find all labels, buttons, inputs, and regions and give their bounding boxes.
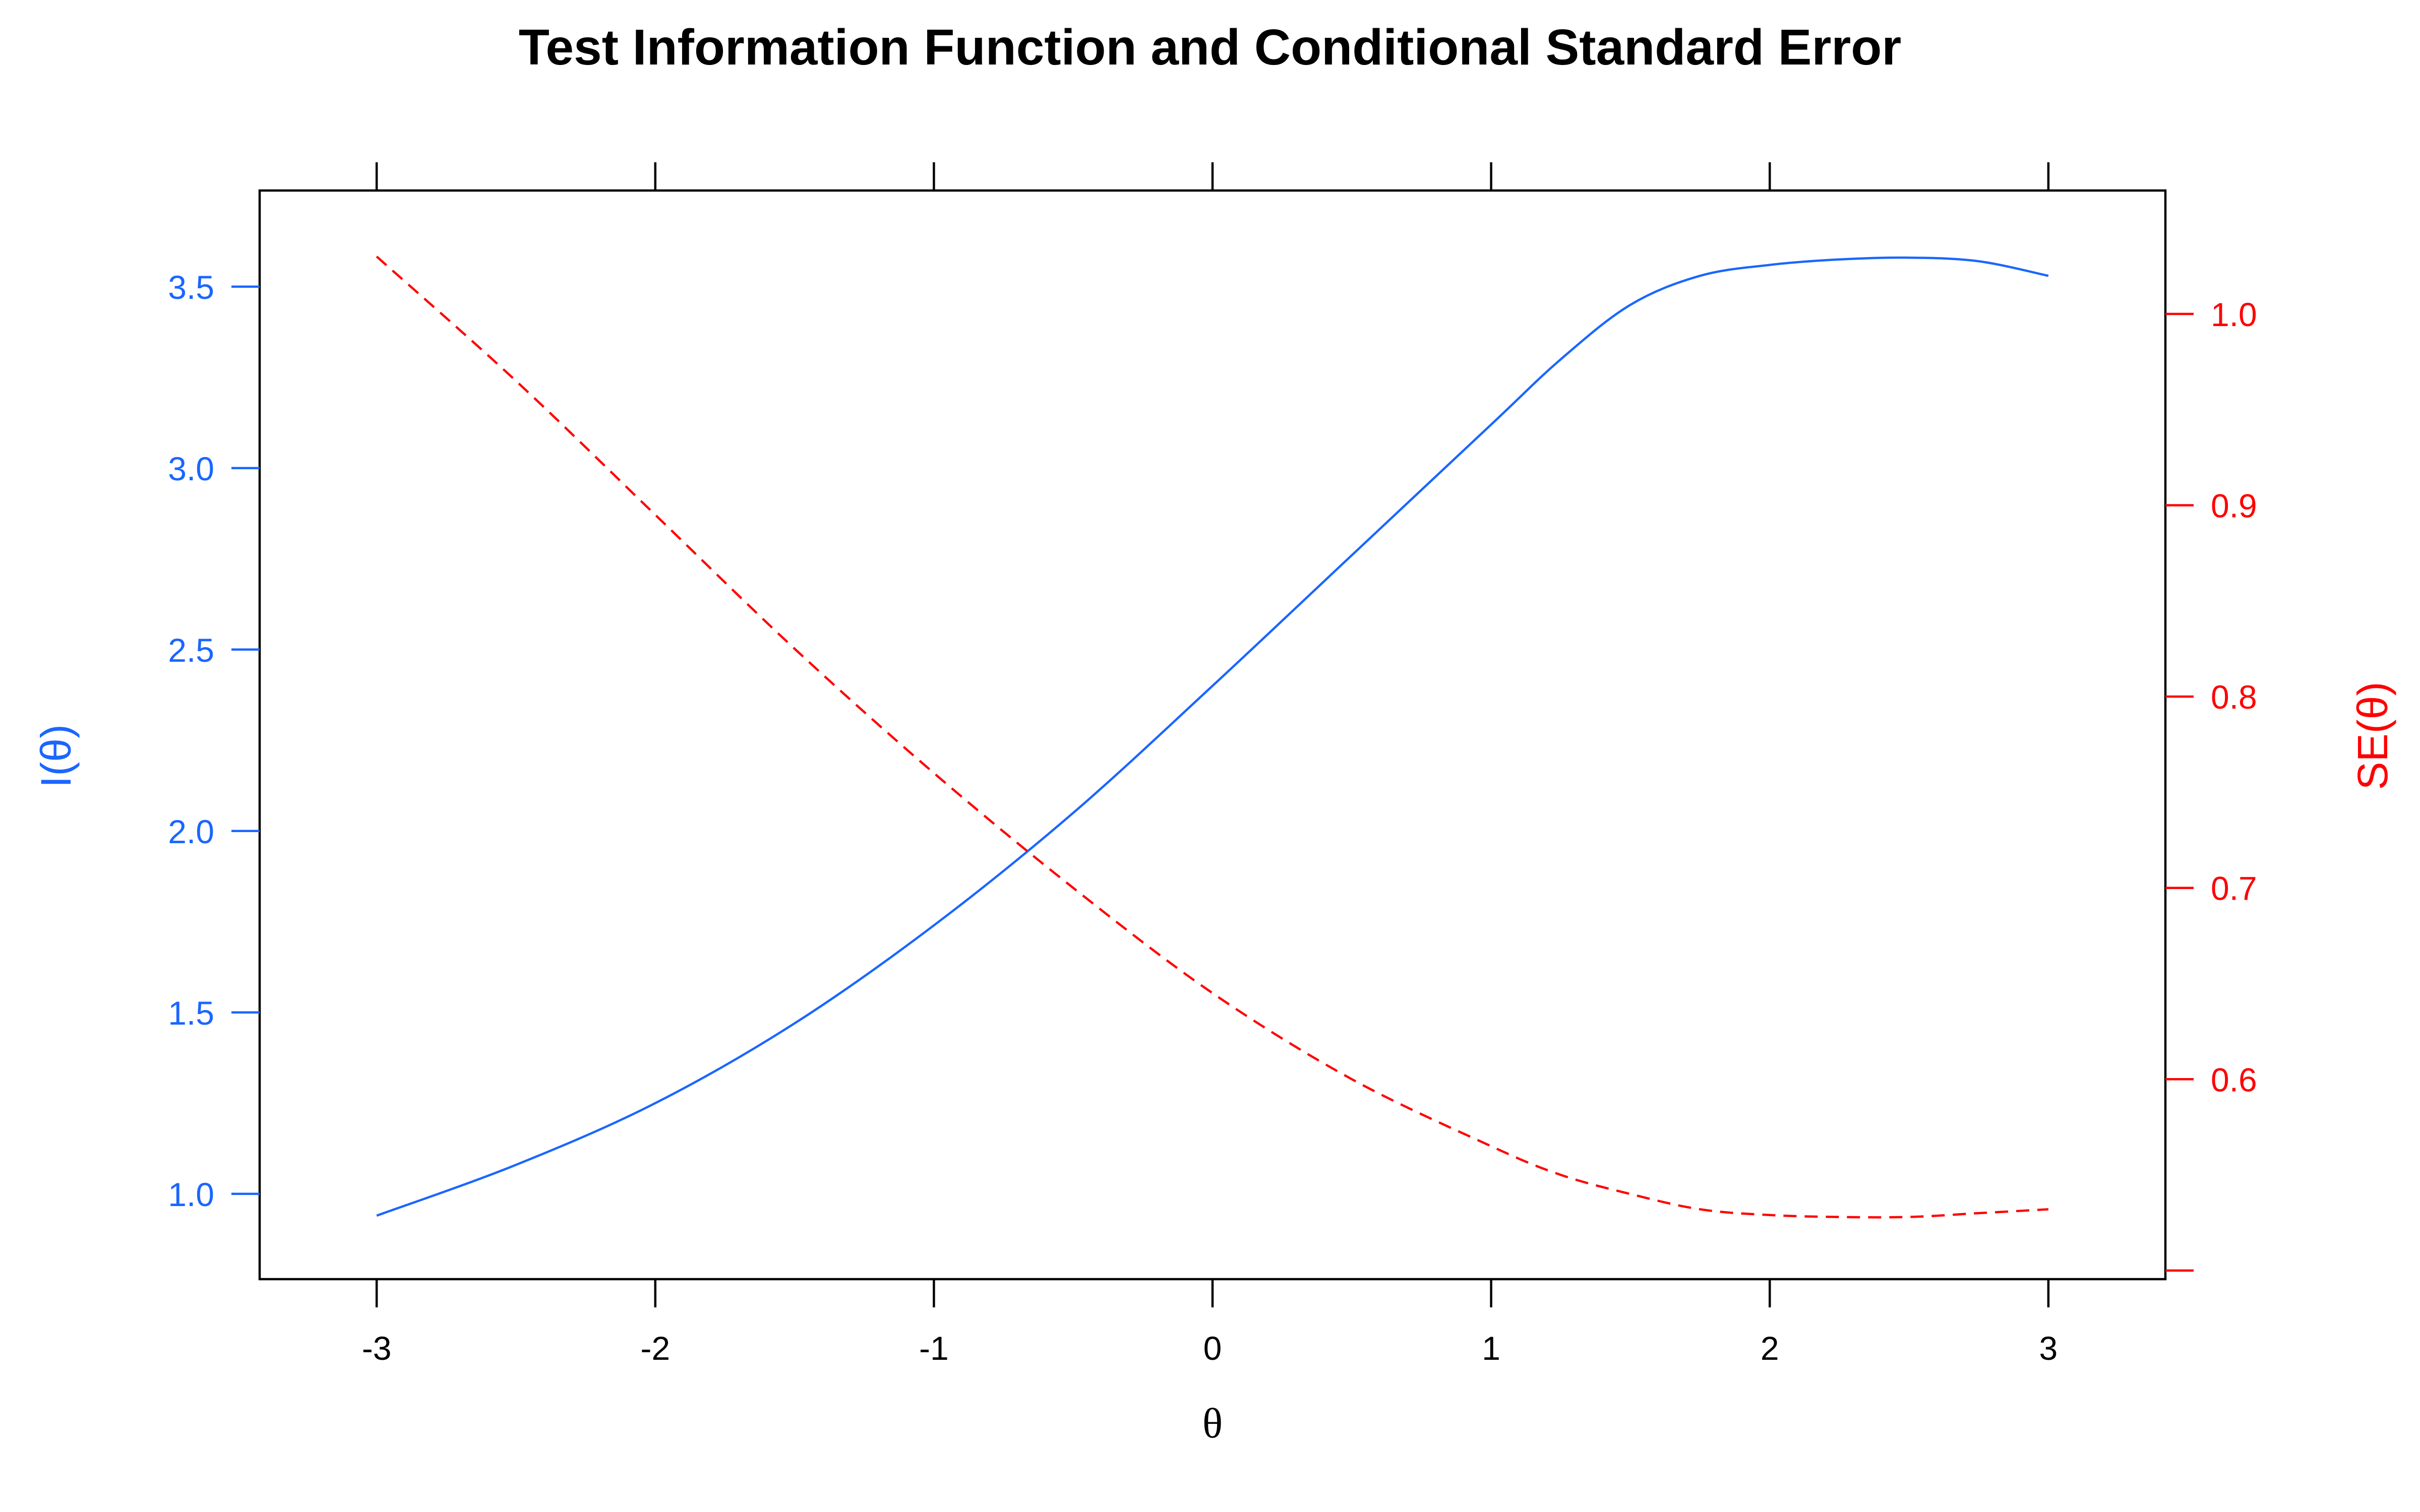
y-right-tick-label: 1.0 [2211, 296, 2257, 333]
y-left-tick-label: 3.5 [168, 269, 214, 306]
chart-title: Test Information Function and Conditiona… [519, 19, 1902, 76]
y-right-tick-label: 0.9 [2211, 487, 2257, 524]
y-left-tick-label: 2.0 [168, 813, 214, 850]
plot-frame [258, 189, 2167, 1281]
x-tick-label: 0 [1203, 1330, 1222, 1367]
x-axis-label: θ [1202, 1400, 1223, 1447]
y-axis-right: 0.6 0.7 0.8 0.9 1.0 [2165, 296, 2257, 1272]
x-tick-label: -1 [919, 1330, 949, 1367]
x-axis-bottom: -3 -2 -1 0 1 2 3 [362, 1279, 2058, 1367]
y-right-tick-label: 0.8 [2211, 678, 2257, 716]
y-axis-left: 1.0 1.5 2.0 2.5 3.0 3.5 [168, 269, 260, 1213]
x-tick-label: -2 [640, 1330, 670, 1367]
y-axis-left-label: I(θ) [32, 724, 80, 788]
y-axis-right-label: SE(θ) [2349, 682, 2396, 790]
x-tick-label: -3 [362, 1330, 392, 1367]
y-left-tick-label: 1.5 [168, 994, 214, 1032]
y-right-tick-label: 0.7 [2211, 870, 2257, 907]
x-axis-top [375, 162, 2050, 191]
x-tick-label: 1 [1482, 1330, 1500, 1367]
information-curve [376, 256, 2049, 1217]
y-left-tick-label: 2.5 [168, 632, 214, 669]
y-right-tick-label: 0.6 [2211, 1061, 2257, 1098]
standard-error-curve [376, 256, 2049, 1219]
y-left-tick-label: 3.0 [168, 450, 214, 487]
series-layer [376, 256, 2049, 1219]
x-tick-label: 3 [2039, 1330, 2058, 1367]
x-tick-label: 2 [1761, 1330, 1779, 1367]
y-left-tick-label: 1.0 [168, 1176, 214, 1213]
